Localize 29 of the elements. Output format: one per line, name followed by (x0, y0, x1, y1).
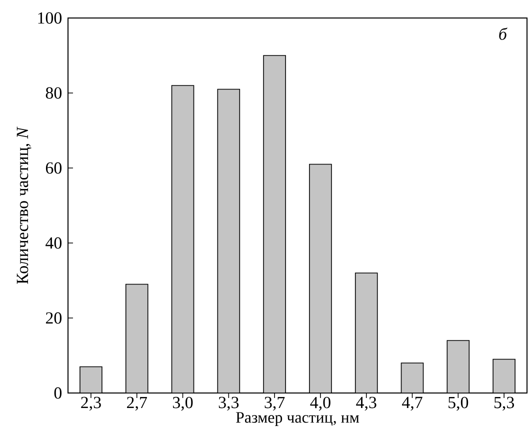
x-tick-label: 4,7 (402, 396, 422, 411)
bar (354, 272, 378, 393)
y-axis-title: Количество частиц, N (16, 126, 32, 284)
x-tick-label: 3,3 (218, 396, 239, 411)
x-tick-label: 4,0 (310, 396, 330, 411)
bar (400, 362, 424, 393)
bar (80, 366, 102, 393)
x-tick-label: 2,7 (127, 396, 147, 411)
bar (217, 88, 240, 393)
bar (171, 85, 194, 393)
bar (309, 164, 332, 393)
bar (446, 340, 470, 393)
x-tick-label: 4,3 (356, 396, 376, 411)
bar (125, 284, 148, 393)
x-tick-label: 2,3 (81, 396, 101, 411)
y-tick-label: 20 (46, 312, 62, 324)
x-tick-label: 5,3 (494, 396, 514, 411)
y-tick-label: 40 (46, 237, 62, 249)
annotation: б (499, 28, 508, 40)
x-tick-label: 3,7 (264, 396, 285, 411)
bar (492, 358, 516, 393)
y-tick-label: 100 (38, 12, 62, 24)
y-tick-label: 60 (46, 162, 62, 174)
x-tick-label: 3,0 (172, 396, 193, 411)
x-tick-label: 5,0 (448, 396, 468, 411)
x-axis-title: Размер частиц, нм (236, 412, 360, 426)
y-tick-label: 80 (46, 87, 62, 99)
bar (263, 55, 286, 393)
y-tick-label: 0 (54, 387, 62, 399)
